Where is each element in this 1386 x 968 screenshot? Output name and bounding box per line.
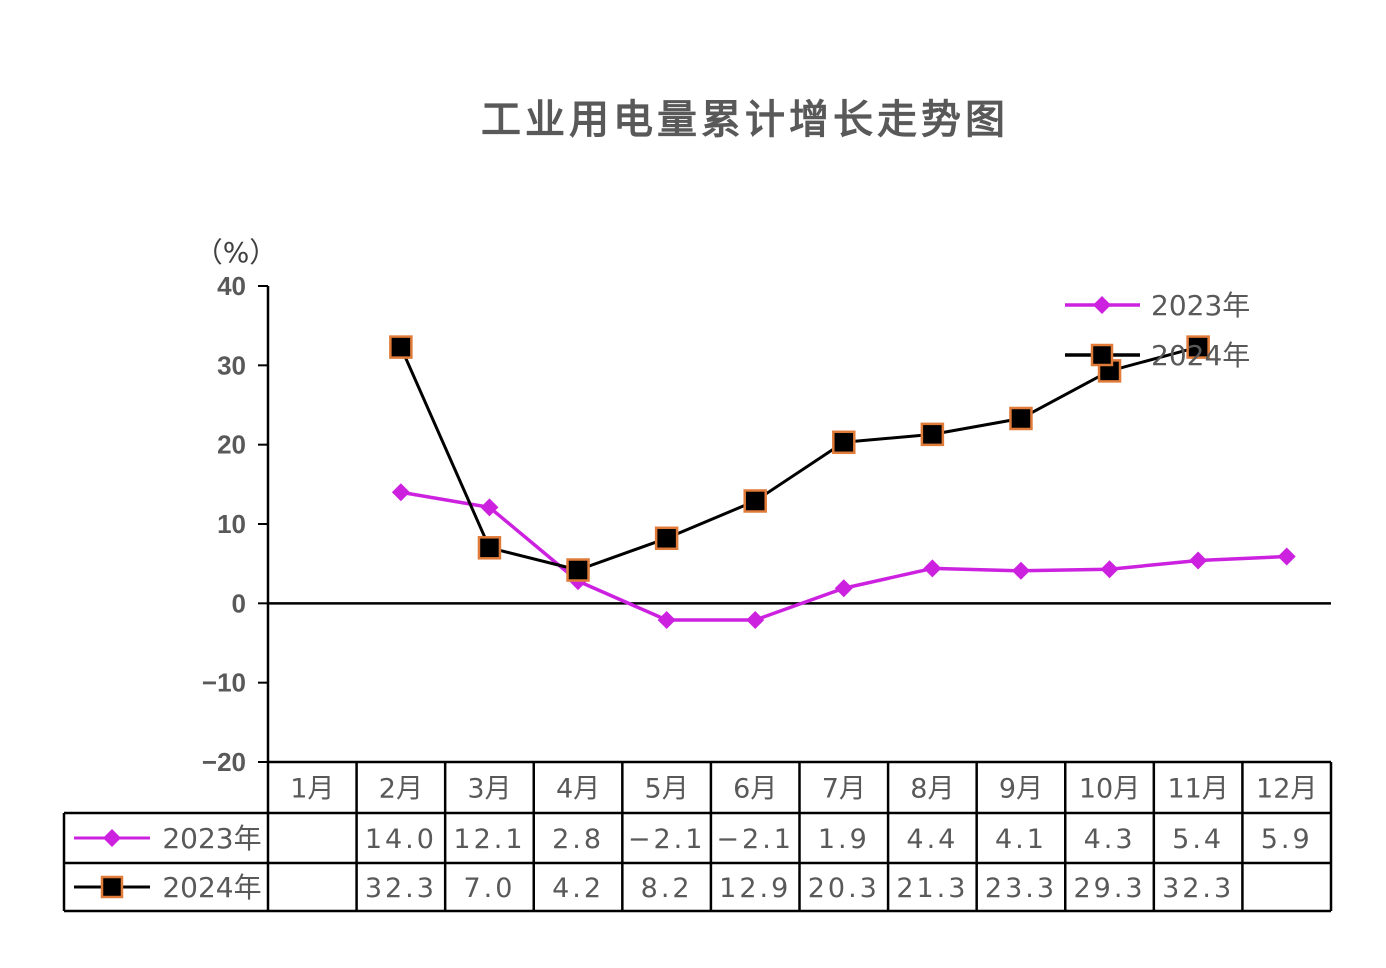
y-tick-label: 30 — [217, 350, 246, 380]
data-label: 4.3 — [1084, 824, 1136, 855]
data-label: −2.1 — [716, 824, 794, 855]
data-label: 21.3 — [896, 873, 968, 904]
legend-label: 2023年 — [1151, 289, 1250, 322]
x-tick-label: 8月 — [910, 774, 954, 805]
data-point-marker — [746, 610, 765, 629]
x-tick-label: 5月 — [645, 774, 689, 805]
legend-label: 2024年 — [1151, 339, 1250, 372]
data-label: 23.3 — [985, 873, 1057, 904]
data-point-marker — [657, 610, 676, 629]
data-point-marker — [923, 559, 942, 578]
data-label: 14.0 — [365, 824, 437, 855]
data-label: 4.4 — [906, 824, 958, 855]
plot-area: 40 30 20 10 0 −10 −20 — [202, 271, 1331, 777]
x-tick-label: 6月 — [733, 774, 777, 805]
series-line — [399, 345, 1199, 572]
x-tick-label: 10月 — [1079, 774, 1140, 805]
data-point-marker — [566, 558, 590, 582]
y-tick-label: 10 — [217, 509, 246, 539]
series-line — [400, 490, 1287, 622]
y-axis-unit-label: （%） — [195, 236, 278, 269]
data-label: 1.9 — [818, 824, 870, 855]
x-tick-label: 11月 — [1167, 774, 1228, 805]
table-row-header: 2023年 — [162, 822, 261, 855]
data-point-marker — [920, 422, 945, 447]
y-tick-label: −20 — [202, 747, 246, 777]
data-label: 8.2 — [641, 873, 693, 904]
data-label: 2.8 — [552, 824, 604, 855]
data-point-marker — [832, 430, 856, 455]
legend-key-marker — [1090, 343, 1114, 367]
x-tick-label: 1月 — [290, 774, 334, 805]
y-tick-label: −10 — [202, 668, 246, 698]
y-tick-label: 40 — [217, 271, 246, 301]
data-point-marker — [480, 498, 499, 517]
data-point-marker — [389, 335, 413, 359]
data-label: 12.1 — [453, 824, 525, 855]
legend: 2023年 2024年 — [1065, 289, 1250, 372]
legend-key-marker — [1093, 296, 1111, 314]
x-tick-label: 7月 — [822, 774, 866, 805]
x-tick-label: 3月 — [467, 774, 511, 805]
data-label: 7.0 — [463, 873, 515, 904]
x-tick-label: 2月 — [379, 774, 423, 805]
table-legend-key-marker — [100, 875, 124, 899]
data-point-marker — [477, 536, 502, 560]
data-label: 32.3 — [365, 873, 437, 904]
data-point-marker — [654, 526, 679, 551]
data-point-marker — [1009, 406, 1033, 431]
data-point-marker — [834, 579, 853, 598]
chart-title: 工业用电量累计增长走势图 — [481, 97, 1009, 143]
data-point-marker — [743, 489, 767, 513]
x-tick-label: 4月 — [556, 774, 600, 805]
x-tick-label: 12月 — [1256, 774, 1317, 805]
data-point-marker — [1277, 547, 1296, 566]
data-point-marker — [1189, 551, 1208, 570]
data-point-marker — [1011, 561, 1030, 580]
data-label: 29.3 — [1073, 873, 1145, 904]
data-table: 1月 2月 3月 4月 5月 6月 7月 8月 9月 10月 11月 12月 2023年 14.0 12.1… — [62, 760, 1333, 913]
data-point-marker — [1100, 560, 1119, 579]
table-legend-key-marker — [103, 829, 121, 847]
data-label: 4.1 — [995, 824, 1047, 855]
table-row-header: 2024年 — [162, 871, 261, 904]
data-label: 5.4 — [1172, 824, 1224, 855]
data-point-marker — [1186, 335, 1210, 359]
data-point-marker — [391, 483, 410, 502]
data-label: 5.9 — [1261, 824, 1313, 855]
y-tick-label: 20 — [217, 430, 246, 460]
data-label: 32.3 — [1162, 873, 1234, 904]
x-tick-label: 9月 — [999, 774, 1043, 805]
data-label: 20.3 — [808, 873, 880, 904]
y-tick-label: 0 — [232, 588, 246, 618]
data-label: 12.9 — [719, 873, 791, 904]
data-label: −2.1 — [628, 824, 706, 855]
data-label: 4.2 — [552, 873, 604, 904]
